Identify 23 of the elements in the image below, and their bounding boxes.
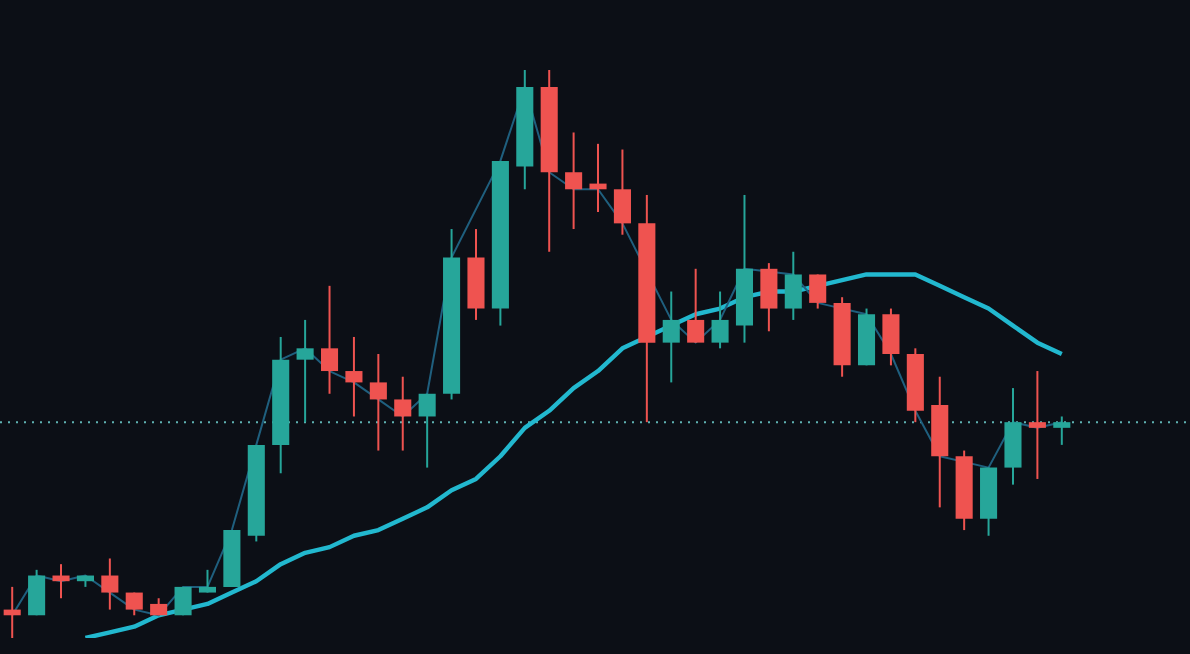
candlestick [369,353,387,452]
candlestick [1004,387,1022,486]
candlestick [1053,415,1071,446]
candlestick [28,568,46,617]
candlestick [52,563,70,600]
candlestick [296,318,314,424]
candlestick [1028,370,1046,480]
candlestick [711,290,729,350]
candlestick [565,131,583,231]
candlestick [320,284,339,395]
candlestick [809,273,827,310]
candlestick [418,392,436,469]
candlestick [613,148,631,236]
candlestick [882,307,900,367]
candlestick [589,142,607,213]
candlestick [394,375,412,452]
candlestick [662,290,680,384]
candlestick [198,568,217,594]
candlestick [760,262,778,333]
candlestick [101,557,119,611]
candlestick [345,335,363,418]
candlestick [784,250,802,321]
candlestick [687,267,705,344]
